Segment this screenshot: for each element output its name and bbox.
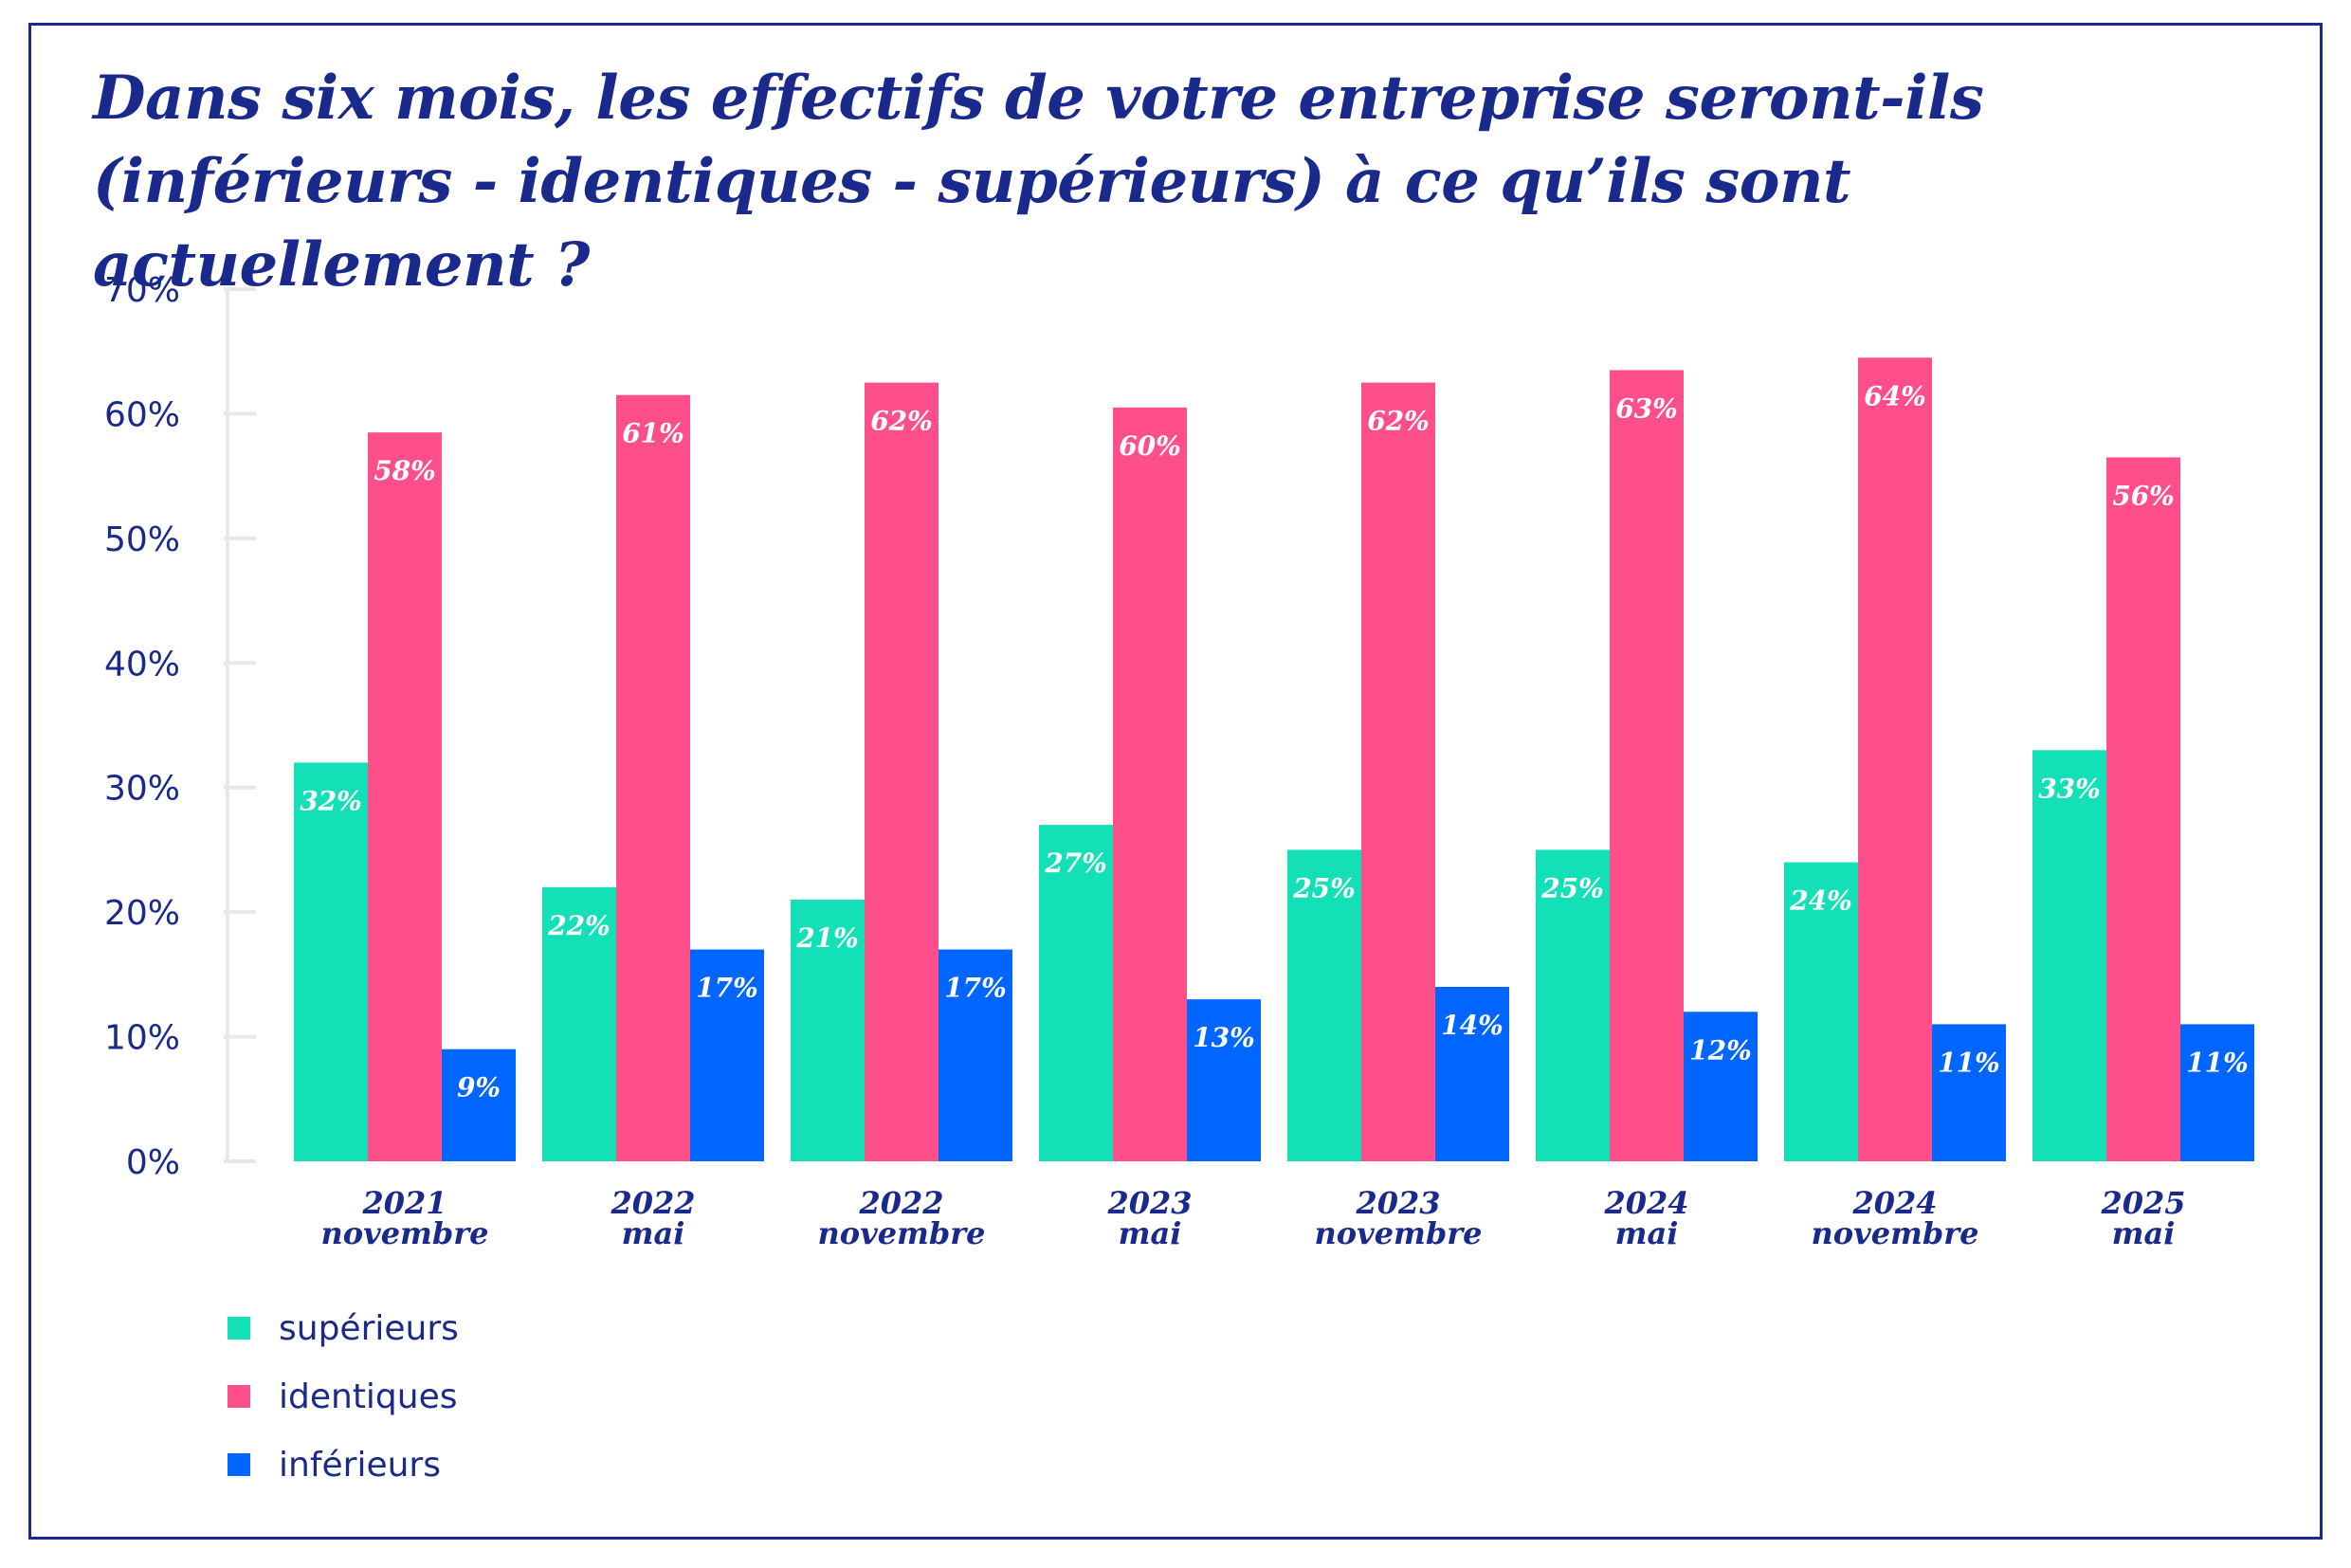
legend-item-inferieurs: inférieurs (228, 1445, 459, 1485)
data-label: 58% (374, 455, 436, 486)
x-tick-label-month: novembre (320, 1215, 488, 1251)
y-tick-label: 60% (104, 395, 180, 434)
data-label: 11% (1938, 1047, 2000, 1078)
x-tick-label-month: mai (2112, 1215, 2176, 1251)
y-tick-label: 20% (104, 894, 180, 933)
legend-swatch-inferieurs (228, 1453, 250, 1476)
legend-item-identiques: identiques (228, 1377, 459, 1416)
data-label: 62% (870, 406, 933, 437)
x-tick-label-month: novembre (1811, 1215, 1978, 1251)
bar (2106, 457, 2180, 1161)
data-label: 25% (1540, 872, 1604, 903)
bar (1187, 999, 1261, 1161)
bar (1113, 407, 1187, 1161)
data-label: 21% (795, 922, 859, 954)
x-tick-label-year: 2023 (1355, 1185, 1440, 1221)
bar (1684, 1012, 1758, 1161)
y-tick-label: 40% (104, 645, 180, 684)
bar (2180, 1024, 2254, 1161)
x-tick-label-month: mai (622, 1215, 685, 1251)
legend-item-superieurs: supérieurs (228, 1308, 459, 1348)
data-label: 12% (1689, 1034, 1752, 1066)
data-label: 11% (2186, 1047, 2249, 1078)
data-label: 13% (1193, 1022, 1255, 1053)
bar (865, 382, 939, 1162)
chart-title: Dans six mois, les effectifs de votre en… (93, 57, 2292, 307)
bar (616, 394, 690, 1161)
legend-label-inferieurs: inférieurs (279, 1445, 441, 1485)
y-tick-label: 10% (104, 1019, 180, 1058)
legend-swatch-superieurs (228, 1317, 250, 1340)
bar (939, 949, 1012, 1161)
y-tick-label: 70% (104, 271, 180, 310)
bar (368, 432, 442, 1162)
x-tick-label-year: 2024 (1851, 1185, 1937, 1221)
data-label: 25% (1292, 872, 1356, 903)
data-label: 17% (696, 973, 758, 1004)
x-tick-label-year: 2021 (361, 1185, 447, 1221)
data-label: 64% (1864, 380, 1926, 411)
legend-label-identiques: identiques (279, 1377, 458, 1416)
data-label: 14% (1441, 1010, 1504, 1041)
bar (294, 762, 368, 1161)
bar (1932, 1024, 2006, 1161)
bar (1784, 862, 1858, 1161)
data-label: 61% (622, 418, 684, 449)
data-label: 24% (1789, 885, 1852, 917)
bar (690, 949, 764, 1161)
x-tick-label-year: 2022 (610, 1185, 695, 1221)
bar (791, 900, 865, 1161)
x-tick-label-month: novembre (1314, 1215, 1482, 1251)
x-tick-label-year: 2025 (2100, 1185, 2185, 1221)
chart-title-line-1: Dans six mois, les effectifs de votre en… (93, 63, 1984, 134)
data-label: 56% (2112, 480, 2175, 511)
x-tick-label-year: 2022 (858, 1185, 943, 1221)
bar (1287, 849, 1361, 1161)
x-tick-label-year: 2024 (1603, 1185, 1688, 1221)
chart-title-line-2: (inférieurs - identiques - supérieurs) à… (93, 146, 1851, 301)
data-label: 27% (1044, 848, 1107, 879)
bar (1536, 849, 1610, 1161)
y-tick-label: 50% (104, 520, 180, 559)
y-tick-label: 30% (104, 770, 180, 809)
data-label: 17% (944, 973, 1007, 1004)
bar (1361, 382, 1435, 1162)
y-tick-label: 0% (126, 1143, 180, 1182)
bar (1435, 987, 1509, 1161)
legend-swatch-identiques (228, 1385, 250, 1408)
x-tick-label-year: 2023 (1106, 1185, 1192, 1221)
data-label: 22% (547, 910, 611, 941)
data-label: 9% (457, 1072, 501, 1103)
data-label: 32% (300, 785, 362, 816)
legend-label-superieurs: supérieurs (279, 1308, 459, 1348)
data-label: 33% (2038, 773, 2101, 804)
x-tick-label-month: novembre (817, 1215, 985, 1251)
x-tick-label-month: mai (1615, 1215, 1679, 1251)
data-label: 60% (1119, 430, 1181, 462)
chart-legend: supérieurs identiques inférieurs (228, 1308, 459, 1516)
bar (1610, 370, 1684, 1161)
bar (442, 1048, 516, 1161)
data-label: 63% (1615, 392, 1678, 424)
bar (1858, 357, 1932, 1161)
x-tick-label-month: mai (1119, 1215, 1182, 1251)
bar (542, 886, 616, 1161)
bar (2032, 750, 2106, 1161)
bar (1039, 825, 1113, 1161)
data-label: 62% (1367, 406, 1430, 437)
